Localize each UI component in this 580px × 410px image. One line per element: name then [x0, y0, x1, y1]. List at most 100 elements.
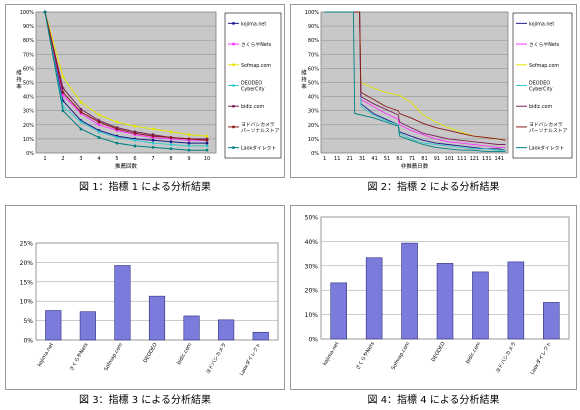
x-tick-label: 9 [187, 156, 190, 162]
y-tick-label: 60% [23, 66, 34, 72]
x-axis-label: 非推薦日数 [401, 162, 429, 170]
data-point-sofmap [115, 120, 119, 124]
y-tick-label: 0% [26, 151, 34, 157]
y-tick-label: 20% [305, 288, 319, 295]
legend-label: kojima.net [241, 21, 266, 27]
y-tick-label: 70% [23, 52, 34, 58]
y-tick-label: 50% [305, 215, 319, 222]
legend-label-line2: CyberCity [241, 87, 265, 93]
data-point-sofmap [61, 75, 65, 79]
y-tick-label: 10% [308, 137, 319, 143]
y-tick-label: 100% [20, 10, 35, 16]
line-chart-2: 0%10%20%30%40%50%60%70%80%90%100%1 11 21 31… [301, 10, 573, 170]
y-axis-label: 維持率 [301, 69, 307, 91]
legend-label-line2: パーソナルストア [529, 128, 568, 134]
data-point-deodeo [205, 144, 209, 148]
legend-box [224, 12, 282, 159]
x-tick-label: 61 [396, 156, 402, 162]
series-line-yodobashi [44, 11, 208, 141]
x-tick-label: DEODEO [143, 342, 159, 364]
x-tick-label: 6 [133, 156, 136, 162]
x-tick-label: 41 [371, 156, 377, 162]
bar-1 [365, 257, 383, 340]
data-point-yodobashi [79, 110, 83, 114]
x-tick-label: 131 [482, 156, 492, 162]
legend-marker [232, 42, 235, 46]
x-tick-label: Sofmap.com [103, 342, 124, 372]
y-tick-label: 10% [23, 137, 34, 143]
legend-marker [232, 104, 235, 108]
x-tick-label: 141 [494, 156, 504, 162]
caption-1: 図 1：指標 1 による分析結果 [79, 182, 211, 193]
y-tick-label: 20% [23, 123, 34, 129]
x-tick-label: 31 [359, 156, 365, 162]
y-tick-label: 100% [305, 10, 320, 16]
legend-label: kojima.net [529, 21, 554, 27]
data-point-deodeo [97, 130, 101, 134]
data-point-yodobashi [205, 138, 209, 142]
x-tick-label: 11 [334, 156, 340, 162]
bar-chart-4: 0% 10% 20% 30% 40% 50% kojima.net さくらやNets Sofma… [305, 215, 570, 376]
bar-0 [45, 310, 62, 341]
chart-frame-1: 0% 10% 20% 30% 40% 50% 60% 70% 80% 90% 100% 1 2 3 4 5 6 7… [5, 4, 285, 178]
x-tick-label: 71 [409, 156, 415, 162]
data-point-laox [79, 127, 83, 131]
x-tick-label: Laoxダイレクト [238, 342, 262, 377]
legend-marker [232, 125, 235, 129]
series-line-laox [324, 11, 506, 153]
data-point-sofmap [133, 124, 137, 128]
y-axis-label: 維持率 [16, 69, 22, 91]
legend-marker [232, 63, 235, 67]
x-axis-label: 推薦回数 [115, 162, 138, 170]
data-point-kojima [205, 141, 209, 145]
chart-panel-1: 0% 10% 20% 30% 40% 50% 60% 70% 80% 90% 100% 1 2 3 4 5 6 7… [5, 4, 285, 193]
x-tick-label: kojima.net [37, 342, 55, 368]
chart-panel-2: 0% 10% 20% 30% 40% 50% 60% 70% 80% 90% 100% 1 11 21 31… [290, 4, 577, 193]
data-point-yodobashi [97, 120, 101, 124]
y-tick-label: 90% [308, 24, 319, 30]
legend-label: ヨドバシカメラ [241, 122, 275, 128]
chart-frame-4: 0% 10% 20% 30% 40% 50% kojima.net さくらやNets Sofma… [290, 205, 577, 390]
series-line-deodeo [324, 11, 506, 151]
x-tick-label: さくらやNets [354, 340, 376, 371]
x-tick-label: 5 [115, 156, 118, 162]
legend-label: Sofmap.com [241, 63, 271, 69]
x-tick-label: Sofmap.com [390, 341, 411, 371]
y-tick-label: 80% [23, 38, 34, 44]
data-point-yodobashi [169, 136, 173, 139]
bar-4 [183, 315, 200, 341]
data-point-bidic [79, 107, 83, 111]
bar-4 [472, 271, 489, 340]
y-tick-label: 80% [308, 38, 319, 44]
y-tick-label: 10% [20, 299, 34, 306]
legend-label: DEODEO [529, 81, 550, 87]
caption-2: 図 2：指標 2 による分析結果 [367, 182, 500, 193]
legend-marker [232, 146, 235, 150]
series-line-sakura [324, 11, 506, 148]
x-tick-label: bidic.com [176, 342, 193, 366]
y-tick-label: 0% [311, 151, 319, 157]
x-tick-label: Laoxダイレクト [529, 341, 553, 376]
legend-label: bidic.com [529, 104, 552, 110]
x-tick-label: 8 [169, 156, 172, 162]
legend-label: Sofmap.com [529, 63, 559, 69]
bar-5 [218, 319, 235, 341]
x-tick-label: 1 [323, 156, 326, 162]
data-point-laox [61, 109, 65, 113]
y-tick-label: 40% [308, 95, 319, 101]
bar-5 [507, 261, 525, 340]
series-line-yodobashi [324, 11, 506, 141]
legend-label: さくらやNets [241, 41, 272, 48]
chart-frame-2: 0% 10% 20% 30% 40% 50% 60% 70% 80% 90% 100% 1 11 21 31… [290, 4, 577, 178]
legend-label: Laoxダイレクト [241, 145, 276, 152]
data-point-sofmap [187, 133, 191, 137]
data-point-laox [133, 144, 137, 148]
caption-3: 図 3：指標 3 による分析結果 [79, 395, 211, 406]
series-line-bidic [324, 11, 506, 145]
y-tick-label: 90% [23, 24, 34, 30]
legend-label: さくらやNets [529, 41, 560, 48]
chart-frame-3: 0% 5% 10% 15% 20% 25% kojima.net さくらやNets Sofmap… [5, 205, 285, 390]
x-tick-label: 121 [470, 156, 480, 162]
y-tick-label: 40% [23, 95, 34, 101]
caption-4: 図 4：指標 4 による分析結果 [367, 395, 500, 406]
